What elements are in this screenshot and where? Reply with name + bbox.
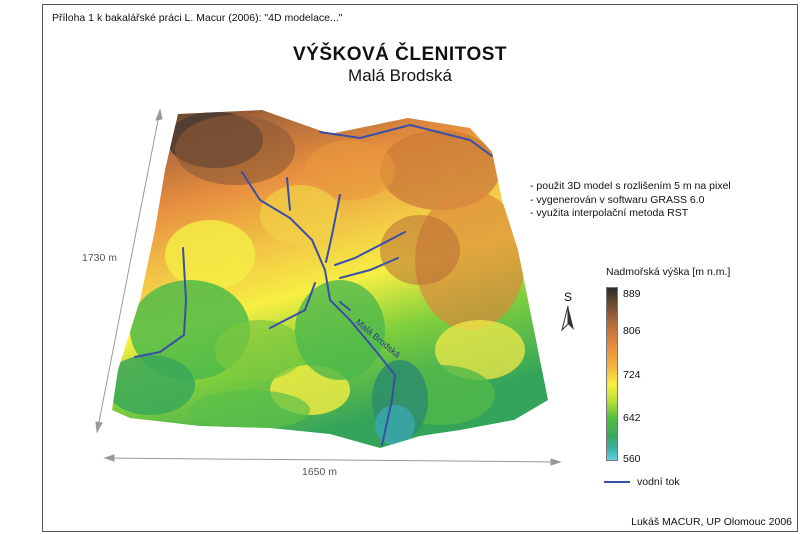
author-credit: Lukáš MACUR, UP Olomouc 2006 <box>631 516 792 528</box>
note-item: - použit 3D model s rozlišením 5 m na pi… <box>530 180 731 192</box>
width-dimension-label: 1650 m <box>302 466 338 478</box>
legend-tick: 642 <box>623 412 641 424</box>
elevation-color-scale <box>606 287 618 461</box>
dimension-lines <box>95 108 562 466</box>
note-item: - využita interpolační metoda RST <box>530 207 689 219</box>
map-title: VÝŠKOVÁ ČLENITOST <box>292 44 507 65</box>
north-arrow: S <box>560 290 576 334</box>
map-frame <box>42 4 798 532</box>
header-note: Příloha 1 k bakalářské práci L. Macur (2… <box>52 12 343 24</box>
legend-tick: 889 <box>623 288 641 300</box>
legend-title: Nadmořská výška [m n.m.] <box>606 266 731 278</box>
river-legend-swatch <box>604 481 630 483</box>
north-arrow-icon <box>561 305 574 332</box>
legend-tick: 806 <box>623 325 641 337</box>
method-notes: - použit 3D model s rozlišením 5 m na pi… <box>530 180 731 221</box>
streams <box>134 123 493 446</box>
river-legend-label: vodní tok <box>637 476 680 488</box>
height-dimension-label: 1730 m <box>82 252 118 264</box>
map-subtitle: Malá Brodská <box>348 66 452 85</box>
north-label: S <box>563 290 572 304</box>
note-item: - vygenerován v softwaru GRASS 6.0 <box>530 193 705 206</box>
legend-tick: 560 <box>623 453 641 465</box>
legend-tick: 724 <box>623 369 641 381</box>
